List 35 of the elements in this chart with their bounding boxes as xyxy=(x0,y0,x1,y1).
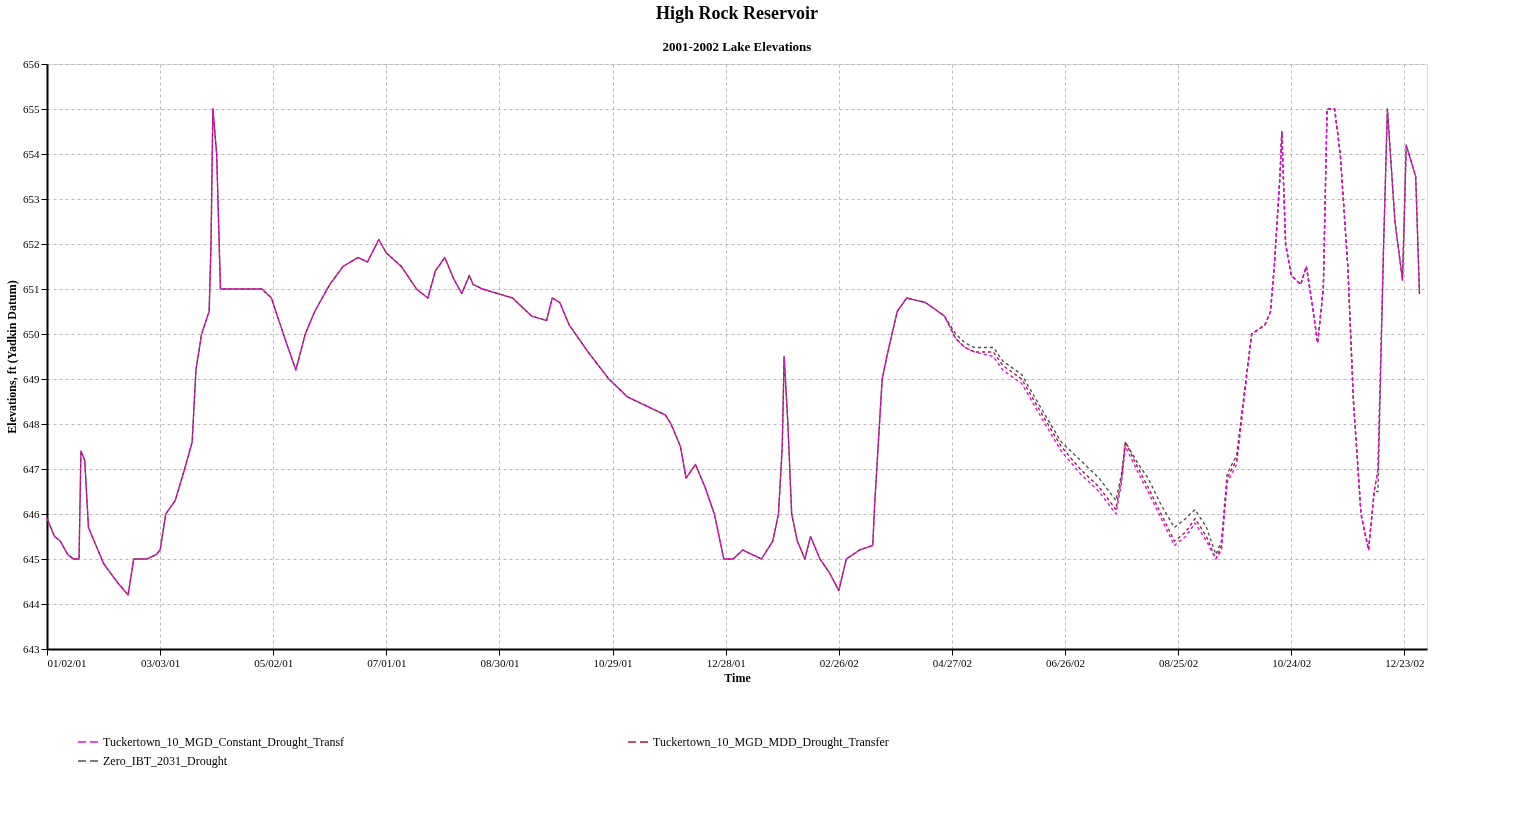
x-tick-label: 03/03/01 xyxy=(141,656,181,669)
y-tick-label: 650 xyxy=(23,327,40,340)
y-tick-label: 648 xyxy=(23,417,40,430)
chart-subtitle: 2001-2002 Lake Elevations xyxy=(662,39,812,54)
legend-label: Tuckertown_10_MGD_MDD_Drought_Transfer xyxy=(653,735,889,749)
y-tick-label: 649 xyxy=(23,372,40,385)
y-axis-title: Elevations, ft (Yadkin Datum) xyxy=(5,280,19,434)
y-tick-label: 644 xyxy=(23,597,40,610)
y-tick-label: 647 xyxy=(23,462,40,475)
x-tick-label: 04/27/02 xyxy=(932,656,972,669)
x-tick-label: 05/02/01 xyxy=(254,656,294,669)
y-tick-label: 652 xyxy=(23,237,40,250)
y-tick-label: 653 xyxy=(23,192,40,205)
x-tick-label: 06/26/02 xyxy=(1045,656,1086,669)
x-tick-label: 08/30/01 xyxy=(480,656,520,669)
x-tick-label: 12/23/02 xyxy=(1385,656,1425,669)
x-axis-title: Time xyxy=(724,670,752,685)
y-tick-label: 654 xyxy=(23,147,40,160)
x-tick-label: 12/28/01 xyxy=(706,656,746,669)
chart-title: High Rock Reservoir xyxy=(656,3,818,23)
x-tick-label: 10/29/01 xyxy=(593,656,633,669)
x-tick-label: 10/24/02 xyxy=(1272,656,1312,669)
x-tick-label: 02/26/02 xyxy=(819,656,859,669)
y-tick-label: 645 xyxy=(23,552,40,565)
legend-label: Tuckertown_10_MGD_Constant_Drought_Transf xyxy=(103,735,345,749)
y-tick-label: 646 xyxy=(23,507,40,520)
y-tick-label: 643 xyxy=(23,642,40,655)
y-tick-label: 651 xyxy=(23,282,40,295)
line-series xyxy=(46,108,1421,596)
legend-label: Zero_IBT_2031_Drought xyxy=(103,754,228,768)
x-tick-label: 01/02/01 xyxy=(47,656,87,669)
y-tick-label: 655 xyxy=(23,102,40,115)
x-tick-label: 08/25/02 xyxy=(1159,656,1199,669)
y-tick-label: 656 xyxy=(23,57,40,70)
x-tick-label: 07/01/01 xyxy=(367,656,407,669)
